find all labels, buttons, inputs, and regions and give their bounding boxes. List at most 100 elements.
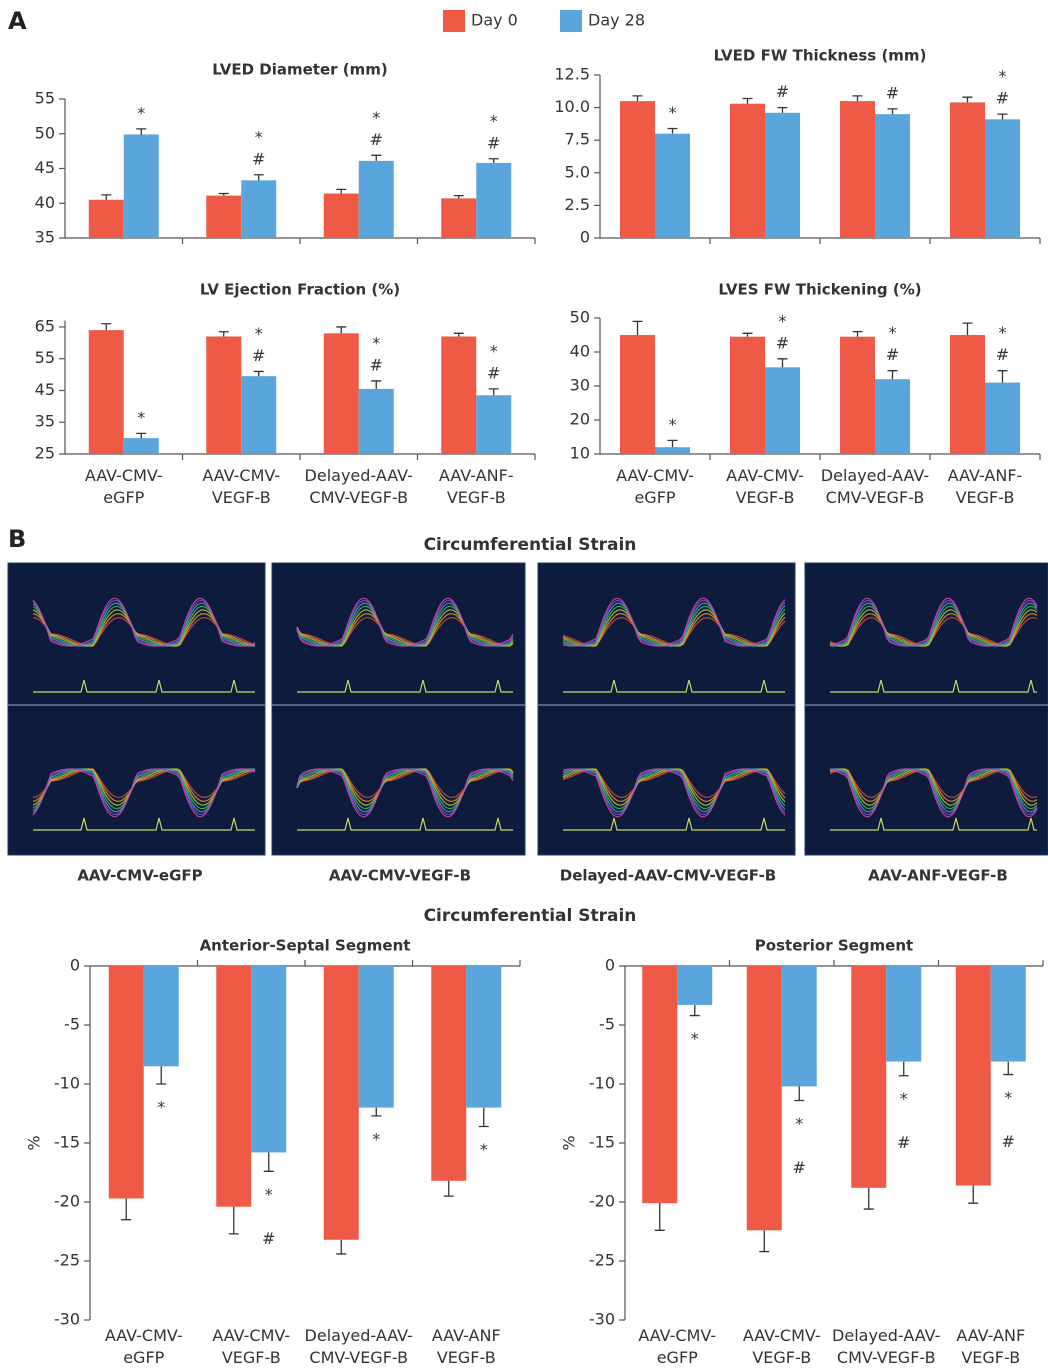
y-tick-label: 40 [35,193,55,212]
bar [324,966,359,1240]
significance-mark: # [897,1133,910,1152]
error-bar [136,433,146,438]
error-bar [690,1005,700,1016]
error-bar [1003,1062,1013,1075]
x-tick-label: AAV-ANF-VEGF-B [439,466,514,507]
bar [476,395,511,454]
y-tick-label: -20 [54,1192,80,1211]
bar [840,101,875,238]
significance-mark: # [996,89,1009,108]
bar [782,966,817,1086]
error-bar [371,1108,381,1116]
error-bar [336,189,346,193]
legend-label: Day 0 [471,11,518,30]
echo-image [8,563,265,855]
y-tick-label: 10.0 [554,97,590,116]
error-bar [489,159,499,163]
bar [730,337,765,454]
error-bar [963,323,973,335]
y-tick-label: 0 [605,956,615,975]
error-bar [371,381,381,389]
bar [677,966,712,1005]
significance-mark: * [255,324,263,343]
error-bar [121,1198,131,1219]
y-tick-label: -30 [54,1310,80,1329]
error-bar [998,371,1008,383]
significance-mark: # [886,345,899,364]
significance-mark: # [886,83,899,102]
significance-mark: * [795,1114,803,1133]
chart-title: LV Ejection Fraction (%) [200,281,400,299]
chart-title: LVED Diameter (mm) [212,61,387,79]
error-bar [864,1188,874,1209]
y-tick-label: 30 [570,376,590,395]
error-bar [759,1230,769,1251]
bar [985,119,1020,238]
error-bar [853,332,863,337]
significance-mark: # [252,149,265,168]
y-axis-label: % [560,1135,579,1150]
y-tick-label: 25 [35,444,55,463]
bar [206,336,241,454]
y-tick-label: -10 [589,1074,615,1093]
y-tick-label: 2.5 [565,195,590,214]
bar [216,966,251,1207]
bar [124,134,159,238]
error-bar [371,155,381,161]
bar [324,194,359,238]
error-bar [998,114,1008,119]
significance-mark: # [370,130,383,149]
significance-mark: # [776,82,789,101]
x-tick-label: AAV-CMV-VEGF-B [202,466,280,507]
x-tick-label: AAV-CMV-VEGF-B [726,466,804,507]
bar [109,966,144,1198]
significance-mark: * [889,323,897,342]
bar [985,383,1020,454]
panel-label: B [8,525,26,553]
error-bar [668,440,678,447]
y-tick-label: -5 [599,1015,615,1034]
bar [620,335,655,454]
significance-mark: # [262,1229,275,1248]
y-tick-label: 35 [35,412,55,431]
error-bar [633,321,643,335]
echo-image [272,563,525,855]
significance-mark: * [490,341,498,360]
significance-mark: # [1002,1132,1015,1151]
bar [251,966,286,1152]
significance-mark: * [669,103,677,122]
error-bar [853,96,863,101]
image-label: AAV-CMV-eGFP [77,867,202,885]
bar [241,376,276,454]
y-tick-label: 50 [570,308,590,327]
significance-mark: * [137,103,145,122]
chart-title: LVES FW Thickening (%) [718,281,921,299]
image-label: AAV-CMV-VEGF-B [329,867,471,885]
y-tick-label: 65 [35,316,55,335]
error-bar [219,194,229,196]
error-bar [778,359,788,368]
echo-image [805,563,1048,855]
error-bar [264,1152,274,1171]
x-tick-label: AAV-CMV-eGFP [85,466,163,507]
significance-mark: * [691,1029,699,1048]
y-tick-label: 55 [35,89,55,108]
bar [875,114,910,238]
bar [950,335,985,454]
bar [359,389,394,454]
section-title: Circumferential Strain [424,535,637,555]
error-bar [229,1207,239,1234]
bar [241,180,276,238]
bar [476,163,511,238]
significance-mark: * [372,108,380,127]
y-tick-label: 12.5 [554,65,590,84]
chart-title: Posterior Segment [755,937,913,955]
x-tick-label: Delayed-AAV-CMV-VEGF-B [832,1326,940,1367]
significance-mark: * [265,1185,273,1204]
significance-mark: * [372,1129,380,1148]
x-tick-label: Delayed-AAV-CMV-VEGF-B [821,466,929,507]
significance-mark: * [490,111,498,130]
bar [124,438,159,454]
panel-label: A [8,7,27,35]
y-axis-label: % [25,1135,44,1150]
